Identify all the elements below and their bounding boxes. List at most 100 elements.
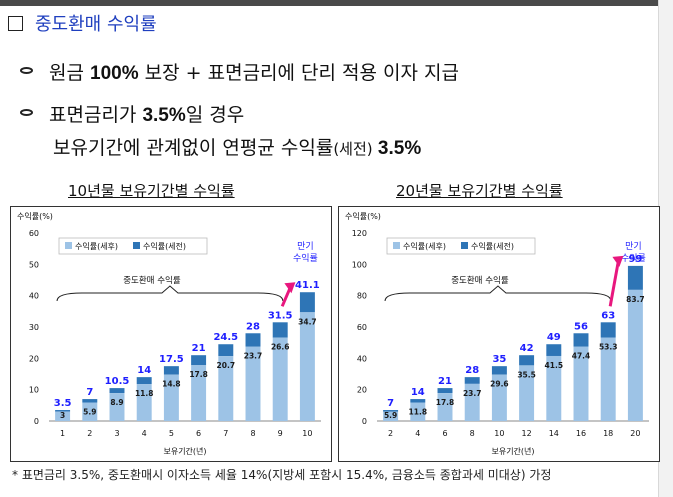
bar-pre-tax <box>136 377 152 385</box>
bar-pre-tax <box>299 292 315 313</box>
bullet1-pre: 원금 <box>49 62 90 84</box>
chart1-title: 10년물 보유기간별 수익률 <box>68 182 235 200</box>
bullet-ring-icon <box>20 67 33 74</box>
y-tick-label: 40 <box>29 292 39 301</box>
x-axis-label: 보유기간(년) <box>491 446 534 456</box>
y-tick-label: 50 <box>29 260 39 269</box>
bullet-principal: 원금 100% 보장 + 표면금리에 단리 적용 이자 지급 <box>20 58 459 85</box>
maturity-arrow-icon <box>280 286 292 307</box>
data-label-pre-tax: 14 <box>411 387 425 398</box>
data-label-after-tax: 5.9 <box>384 411 397 420</box>
data-label-after-tax: 53.3 <box>599 342 618 351</box>
data-label-after-tax: 26.6 <box>271 343 290 352</box>
bar-after-tax <box>491 374 507 421</box>
y-tick-label: 40 <box>357 354 367 363</box>
bar-after-tax <box>109 393 125 421</box>
data-label-pre-tax: 49 <box>547 332 561 343</box>
maturity-label-line1: 만기 <box>625 241 642 252</box>
bar-pre-tax <box>437 388 453 394</box>
x-tick-label: 3 <box>114 429 119 438</box>
bar-pre-tax <box>82 399 98 403</box>
line2-bold: 3.5% <box>372 138 422 159</box>
y-tick-label: 0 <box>34 417 39 426</box>
data-label-pre-tax: 41.1 <box>295 280 320 291</box>
bar-after-tax <box>383 411 399 421</box>
bar-after-tax <box>191 365 207 421</box>
bullet1-text: 원금 100% 보장 + 표면금리에 단리 적용 이자 지급 <box>49 58 459 85</box>
data-label-pre-tax: 21 <box>438 376 452 387</box>
bullet2-pre: 표면금리가 <box>49 104 143 126</box>
data-label-after-tax: 83.7 <box>626 295 645 304</box>
bar-pre-tax <box>218 344 234 357</box>
chart-10yr-svg: 수익률(%) 0 10 20 30 40 50 60 수익률(세후) 수익률(세전) 3.5 3 1 7 5… <box>17 211 321 456</box>
x-tick-label: 18 <box>603 429 613 438</box>
maturity-arrowhead-icon <box>612 255 624 267</box>
x-tick-label: 7 <box>223 429 228 438</box>
y-tick-label: 60 <box>357 323 367 332</box>
x-tick-label: 8 <box>470 429 475 438</box>
data-label-after-tax: 11.8 <box>409 408 428 417</box>
data-label-pre-tax: 35 <box>492 354 506 365</box>
x-tick-label: 8 <box>250 429 255 438</box>
data-label-after-tax: 8.9 <box>110 398 123 407</box>
annotation-label: 중도환매 수익률 <box>451 275 509 286</box>
data-label-after-tax: 17.8 <box>436 398 455 407</box>
data-label-after-tax: 11.8 <box>135 389 154 398</box>
bar-after-tax <box>600 337 616 421</box>
legend-swatch-pre-tax <box>461 242 468 249</box>
section-heading: 중도환매 수익률 <box>8 10 157 36</box>
y-tick-label: 60 <box>29 229 39 238</box>
bar-after-tax <box>299 312 315 421</box>
y-tick-label: 80 <box>357 292 367 301</box>
bullet-ring-icon <box>20 109 33 116</box>
bar-after-tax <box>519 365 535 421</box>
footnote: * 표면금리 3.5%, 중도환매시 이자소득 세율 14%(지방세 포함시 1… <box>12 468 552 482</box>
maturity-arrowhead-icon <box>284 282 296 294</box>
data-label-pre-tax: 63 <box>601 310 615 321</box>
bar-pre-tax <box>109 388 125 394</box>
y-tick-label: 20 <box>357 386 367 395</box>
bullet1-bold: 100% <box>90 63 139 84</box>
x-tick-label: 2 <box>87 429 92 438</box>
data-label-after-tax: 23.7 <box>244 352 263 361</box>
data-label-after-tax: 23.7 <box>463 389 482 398</box>
legend-swatch-pre-tax <box>133 242 140 249</box>
x-tick-label: 6 <box>196 429 201 438</box>
bar-pre-tax <box>573 333 589 347</box>
bar-pre-tax <box>272 322 288 338</box>
legend-swatch-after-tax <box>65 242 72 249</box>
bar-after-tax <box>163 374 179 421</box>
data-label-after-tax: 20.7 <box>217 361 236 370</box>
x-tick-label: 1 <box>60 429 65 438</box>
bullet1-post: 보장 + 표면금리에 단리 적용 이자 지급 <box>138 62 460 84</box>
data-label-pre-tax: 7 <box>86 387 93 398</box>
bar-pre-tax <box>55 410 71 412</box>
checkbox-icon <box>8 15 23 31</box>
bar-after-tax <box>627 289 643 421</box>
legend-label-pre-tax: 수익률(세전) <box>143 241 186 251</box>
line2-small: (세전) <box>333 140 373 158</box>
data-label-after-tax: 35.5 <box>517 370 536 379</box>
scrollbar[interactable] <box>658 0 673 497</box>
data-label-after-tax: 14.8 <box>162 380 181 389</box>
data-label-pre-tax: 21 <box>192 343 206 354</box>
bar-pre-tax <box>245 333 261 347</box>
bar-after-tax <box>136 384 152 421</box>
data-label-pre-tax: 17.5 <box>159 354 184 365</box>
data-label-after-tax: 5.9 <box>83 408 96 417</box>
line2-pre: 보유기간에 관계없이 연평균 수익률 <box>53 137 334 159</box>
bar-pre-tax <box>163 366 179 375</box>
bullet2-line2: 보유기간에 관계없이 연평균 수익률(세전) 3.5% <box>53 133 421 160</box>
x-tick-label: 4 <box>142 429 147 438</box>
x-axis-label: 보유기간(년) <box>163 446 206 456</box>
bullet2-post: 일 경우 <box>185 104 245 126</box>
bar-after-tax <box>272 337 288 421</box>
y-tick-label: 20 <box>29 354 39 363</box>
x-tick-label: 14 <box>549 429 559 438</box>
chart2-title: 20년물 보유기간별 수익률 <box>396 182 563 200</box>
data-label-after-tax: 34.7 <box>298 317 317 326</box>
bar-pre-tax <box>519 355 535 366</box>
y-tick-label: 30 <box>29 323 39 332</box>
annotation-label: 중도환매 수익률 <box>123 275 181 286</box>
data-label-after-tax: 17.8 <box>189 370 208 379</box>
